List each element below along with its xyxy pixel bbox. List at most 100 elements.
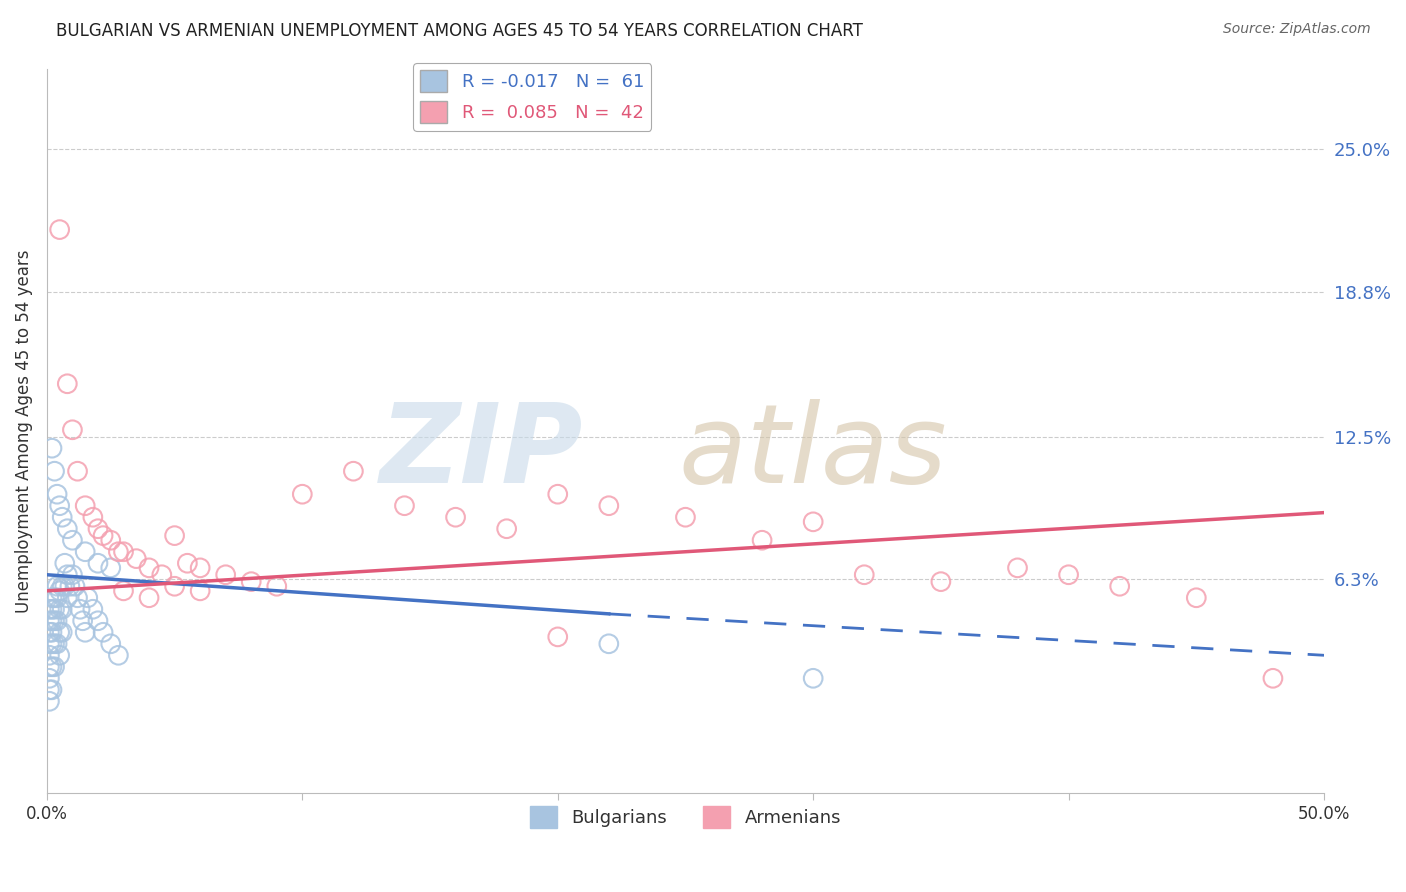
Point [44,464,66,478]
Point [76,591,98,605]
Point [63,579,86,593]
Point [38,660,60,674]
Point [444,510,467,524]
Point [163,579,186,593]
Point [51,625,73,640]
Point [291,487,314,501]
Point [266,579,288,593]
Point [107,545,129,559]
Point [138,591,160,605]
Text: ZIP: ZIP [380,400,583,506]
Point [801,671,824,685]
Point [41,591,63,605]
Point [56,376,79,391]
Point [1007,561,1029,575]
Point [38,648,60,663]
Point [1108,579,1130,593]
Point [112,545,135,559]
Point [1057,567,1080,582]
Point [495,522,517,536]
Point [59,579,82,593]
Point [66,591,89,605]
Point [82,602,104,616]
Point [100,637,122,651]
Point [62,423,84,437]
Point [598,499,620,513]
Point [75,545,97,559]
Point [48,499,70,513]
Point [56,522,79,536]
Point [41,660,63,674]
Point [87,556,110,570]
Point [66,464,89,478]
Point [44,614,66,628]
Point [41,682,63,697]
Point [188,561,211,575]
Point [44,637,66,651]
Point [56,567,79,582]
Point [1261,671,1284,685]
Point [46,579,69,593]
Point [75,499,97,513]
Point [91,625,114,640]
Point [342,464,364,478]
Point [53,556,76,570]
Point [69,602,91,616]
Point [46,614,69,628]
Point [51,602,73,616]
Point [38,671,60,685]
Point [107,648,129,663]
Point [163,528,186,542]
Point [75,625,97,640]
Point [100,561,122,575]
Text: Source: ZipAtlas.com: Source: ZipAtlas.com [1223,22,1371,37]
Text: BULGARIAN VS ARMENIAN UNEMPLOYMENT AMONG AGES 45 TO 54 YEARS CORRELATION CHART: BULGARIAN VS ARMENIAN UNEMPLOYMENT AMONG… [56,22,863,40]
Point [675,510,697,524]
Point [82,510,104,524]
Point [46,637,69,651]
Point [72,614,94,628]
Point [62,533,84,548]
Point [38,694,60,708]
Point [46,591,69,605]
Point [112,583,135,598]
Point [38,637,60,651]
Point [38,614,60,628]
Point [138,561,160,575]
Point [87,614,110,628]
Point [48,602,70,616]
Y-axis label: Unemployment Among Ages 45 to 54 years: Unemployment Among Ages 45 to 54 years [15,249,32,613]
Point [41,441,63,455]
Point [853,567,876,582]
Point [48,583,70,598]
Point [38,682,60,697]
Point [44,602,66,616]
Legend: Bulgarians, Armenians: Bulgarians, Armenians [523,798,848,835]
Point [38,602,60,616]
Point [41,637,63,651]
Point [929,574,952,589]
Point [56,591,79,605]
Point [91,528,114,542]
Point [150,567,173,582]
Point [547,487,569,501]
Point [62,567,84,582]
Point [53,579,76,593]
Point [188,583,211,598]
Point [46,487,69,501]
Point [48,625,70,640]
Point [801,515,824,529]
Point [44,591,66,605]
Point [176,556,198,570]
Point [547,630,569,644]
Point [51,579,73,593]
Point [598,637,620,651]
Point [41,602,63,616]
Point [48,648,70,663]
Point [1185,591,1208,605]
Point [51,510,73,524]
Point [48,222,70,236]
Point [38,625,60,640]
Point [100,533,122,548]
Point [394,499,416,513]
